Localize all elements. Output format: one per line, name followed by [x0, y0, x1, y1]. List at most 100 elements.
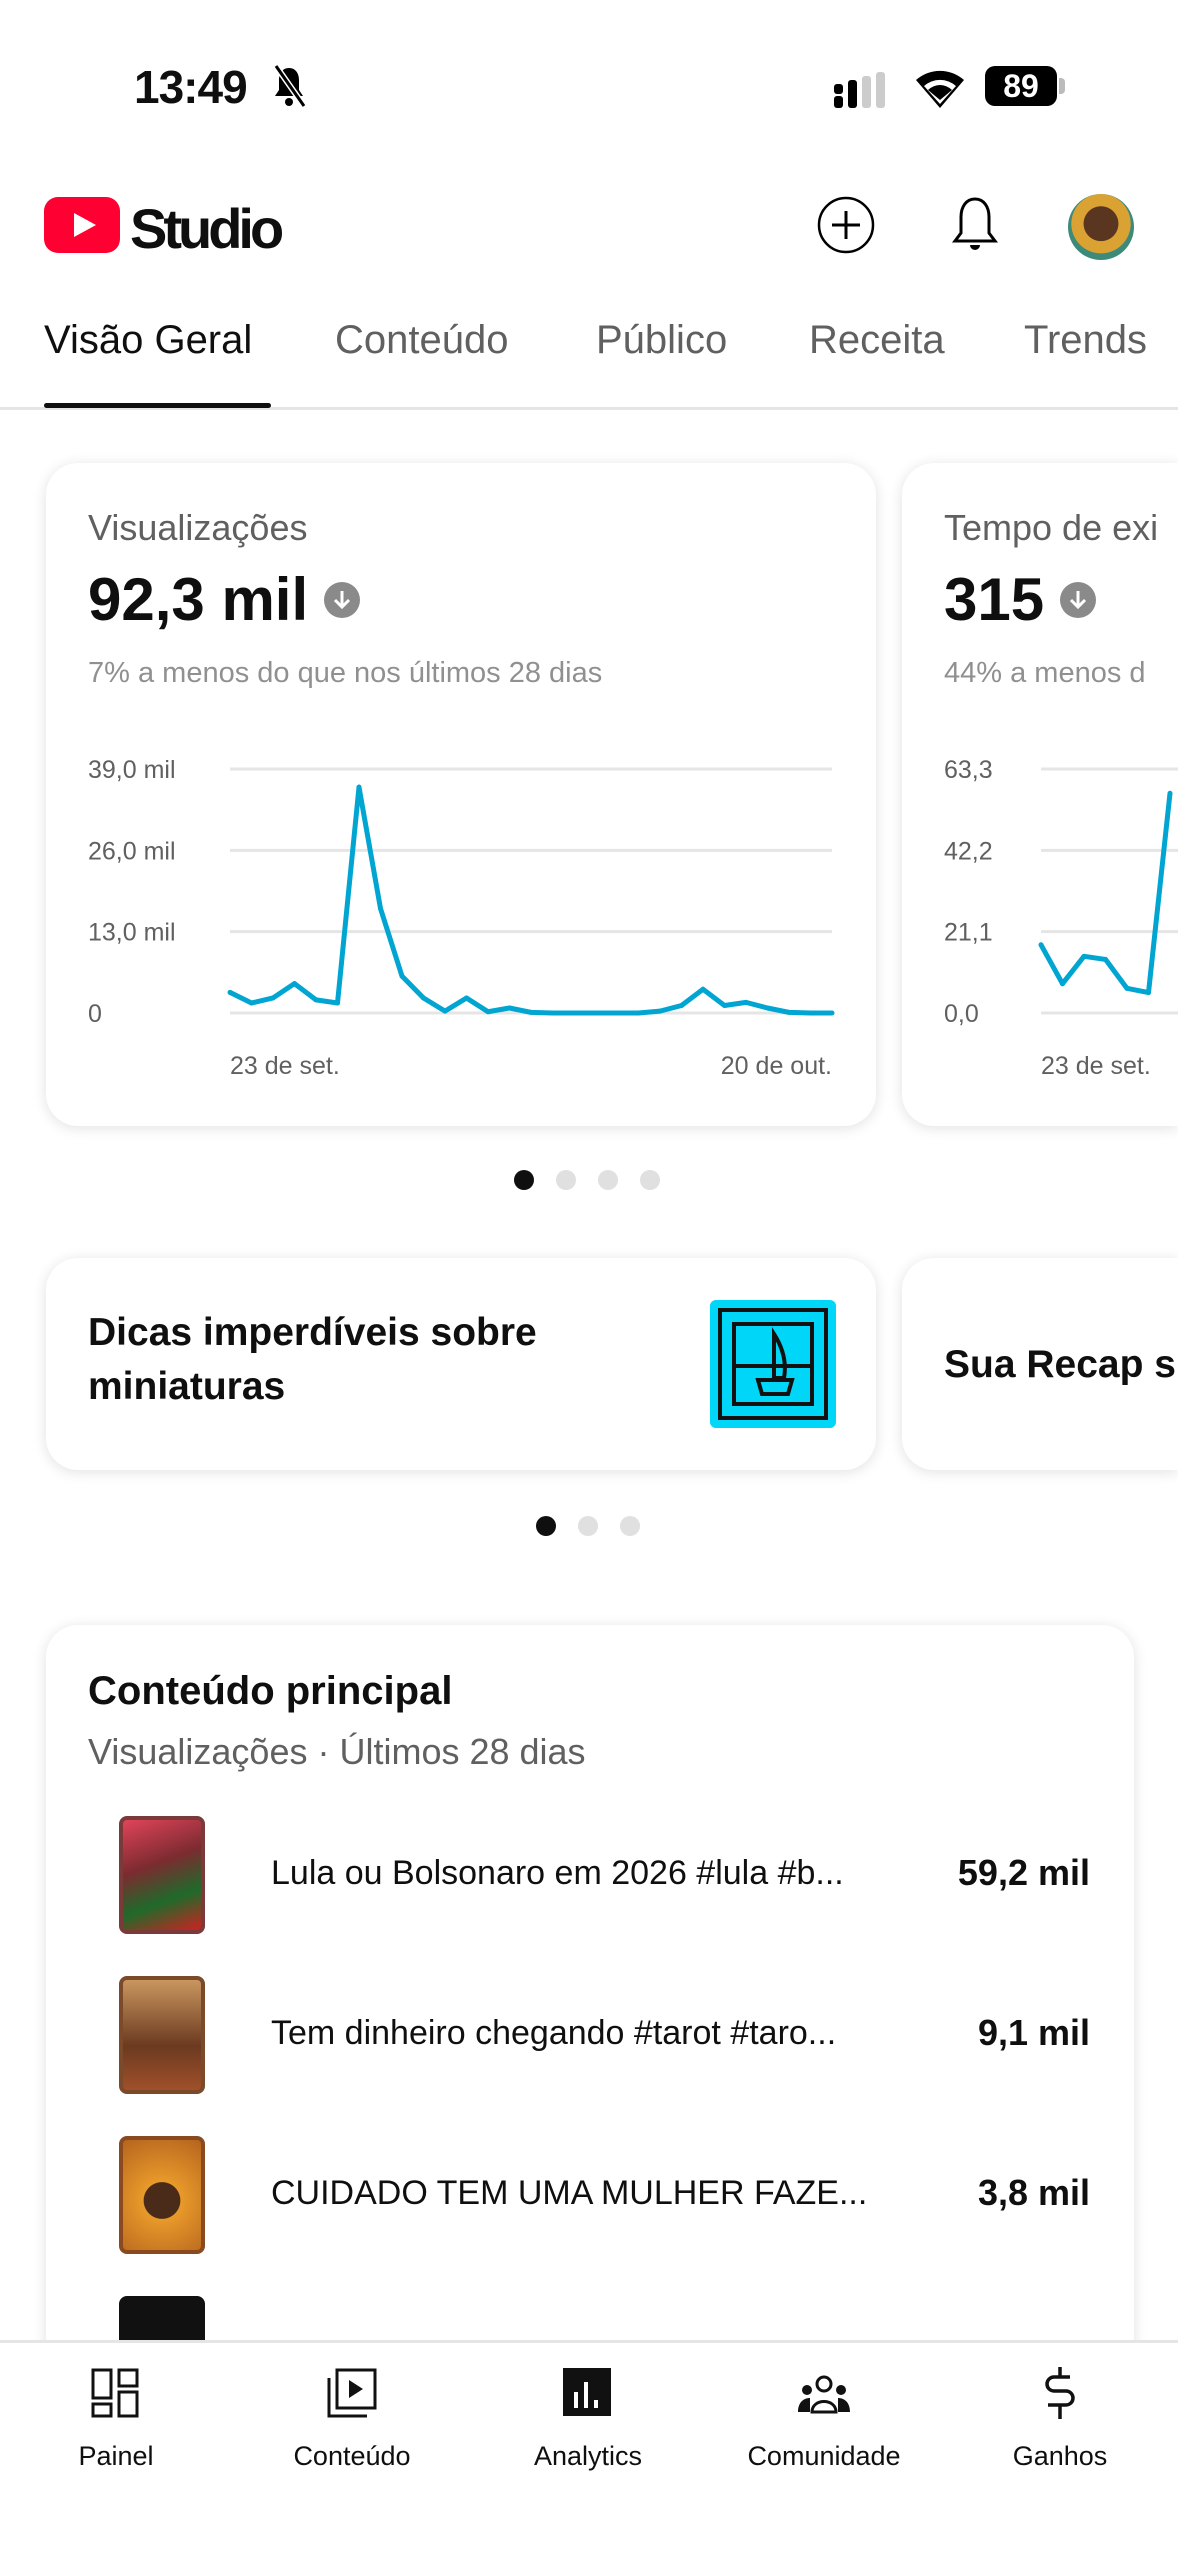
list-item[interactable]: Tem dinheiro chegando #tarot #taro... 9,…: [46, 1976, 1134, 2096]
pager-dot[interactable]: [514, 1170, 534, 1190]
data-point: [270, 995, 276, 1001]
data-point: [356, 784, 362, 790]
dollar-icon: [1045, 2367, 1075, 2419]
metric-value-text: 315: [944, 566, 1045, 633]
bell-off-icon: [273, 64, 306, 108]
tab-receita[interactable]: Receita: [809, 318, 945, 362]
nav-painel[interactable]: Painel: [16, 2363, 216, 2472]
nav-label: Analytics: [533, 2441, 643, 2471]
data-point: [1038, 942, 1044, 948]
bell-icon: [952, 197, 998, 250]
nav-ganhos[interactable]: Ganhos: [960, 2363, 1160, 2472]
data-point: [1124, 985, 1130, 991]
data-point: [636, 1010, 641, 1016]
data-point: [292, 981, 297, 987]
wifi-icon: [916, 70, 964, 108]
youtube-logo-icon[interactable]: [44, 197, 120, 253]
x-tick-label: 23 de set.: [1041, 1052, 1151, 1080]
data-point: [485, 1009, 491, 1015]
tip-card-recap[interactable]: Sua Recap s: [902, 1258, 1178, 1470]
y-tick-label: 39,0 mil: [88, 756, 176, 784]
nav-conteudo[interactable]: Conteúdo: [252, 2363, 452, 2472]
list-item[interactable]: CUIDADO TEM UMA MULHER FAZE... 3,8 mil: [46, 2136, 1134, 2256]
data-point: [507, 1005, 512, 1011]
nav-comunidade[interactable]: Comunidade: [724, 2363, 924, 2472]
metric-title: Visualizações: [88, 507, 308, 548]
video-views: 59,2 mil: [957, 1852, 1090, 1893]
section-subtitle: Visualizações · Últimos 28 dias: [88, 1731, 586, 1772]
tab-publico[interactable]: Público: [596, 318, 728, 362]
create-icon: [817, 196, 875, 254]
nav-label: Conteúdo: [293, 2441, 411, 2471]
video-thumbnail: [119, 2136, 205, 2254]
data-point: [679, 1002, 684, 1008]
x-tick-label: 20 de out.: [721, 1052, 832, 1080]
video-thumbnail: [119, 1816, 205, 1934]
analytics-icon: [563, 2368, 611, 2416]
pager-dot[interactable]: [578, 1516, 598, 1536]
data-point: [743, 999, 749, 1005]
video-title: Tem dinheiro chegando #tarot #taro...: [271, 2014, 837, 2052]
top-content-card: Conteúdo principal Visualizações · Últim…: [46, 1625, 1134, 2425]
tab-bar: Visão Geral Conteúdo Público Receita Tre…: [0, 318, 1178, 410]
nav-label: Ganhos: [1012, 2441, 1108, 2471]
data-point: [1060, 981, 1065, 987]
create-button[interactable]: [815, 194, 877, 256]
pager-dot[interactable]: [640, 1170, 660, 1190]
tip-text: Dicas imperdíveis sobre miniaturas: [88, 1311, 537, 1408]
y-tick-label: 42,2: [944, 837, 993, 865]
battery-indicator: 89: [985, 66, 1057, 106]
y-tick-label: 13,0 mil: [88, 919, 176, 947]
y-tick-label: 26,0 mil: [88, 837, 176, 865]
y-tick-label: 21,1: [944, 919, 993, 947]
video-views: 3,8 mil: [977, 2172, 1090, 2213]
pager-dot[interactable]: [536, 1516, 556, 1536]
watch-time-chart: 0,0 21,1 42,2 63,3 23 de set.: [944, 756, 1178, 1080]
tab-visao-geral[interactable]: Visão Geral: [44, 318, 253, 362]
data-point: [227, 989, 233, 995]
video-title: Lula ou Bolsonaro em 2026 #lula #b...: [271, 1854, 844, 1892]
status-time: 13:49: [134, 61, 248, 113]
metric-comparison: 44% a menos d: [944, 657, 1146, 689]
data-point: [1103, 956, 1108, 962]
tips-pager[interactable]: [536, 1516, 640, 1536]
data-point: [593, 1010, 598, 1016]
data-point: [808, 1010, 813, 1016]
y-tick-label: 0,0: [944, 1000, 979, 1028]
metric-card-watch-time[interactable]: Tempo de exi 315 44% a menos d 0,0 21,1 42…: [902, 463, 1178, 1126]
metric-title: Tempo de exi: [944, 507, 1159, 548]
pager-dot[interactable]: [598, 1170, 618, 1190]
data-point: [442, 1008, 448, 1014]
data-point: [614, 1010, 620, 1016]
nav-label: Comunidade: [747, 2441, 901, 2471]
video-title: CUIDADO TEM UMA MULHER FAZE...: [271, 2174, 868, 2212]
series-line: [1038, 793, 1173, 996]
nav-label: Painel: [78, 2441, 154, 2471]
data-point: [399, 973, 405, 979]
data-point: [1081, 953, 1087, 959]
data-point: [464, 995, 469, 1001]
metrics-pager[interactable]: [514, 1170, 660, 1190]
tab-trends[interactable]: Trends: [1024, 318, 1148, 362]
pager-dot[interactable]: [556, 1170, 576, 1190]
thumbnail-tips-icon: [710, 1300, 836, 1428]
list-item[interactable]: Lula ou Bolsonaro em 2026 #lula #b... 59…: [46, 1816, 1134, 1936]
tab-conteudo[interactable]: Conteúdo: [335, 318, 509, 362]
nav-analytics[interactable]: Analytics: [488, 2363, 688, 2472]
metric-value-text: 92,3 mil: [88, 566, 309, 633]
data-point: [335, 1000, 340, 1006]
data-point: [378, 906, 383, 912]
views-chart: 0 13,0 mil 26,0 mil 39,0 mil 23 de set. 20 de…: [88, 756, 835, 1080]
metric-card-views[interactable]: Visualizações 92,3 mil 7% a menos do que…: [46, 463, 876, 1126]
data-point: [571, 1010, 577, 1016]
video-views: 9,1 mil: [977, 2012, 1090, 2053]
data-point: [765, 1005, 770, 1011]
video-thumbnail: [119, 1976, 205, 2094]
avatar[interactable]: [1068, 194, 1134, 260]
signal-icon: [834, 72, 885, 108]
data-point: [313, 997, 319, 1003]
app-name: Studio: [130, 197, 284, 260]
notifications-button[interactable]: [944, 194, 1006, 256]
pager-dot[interactable]: [620, 1516, 640, 1536]
tip-card-thumbnails[interactable]: Dicas imperdíveis sobre miniaturas: [46, 1258, 876, 1470]
